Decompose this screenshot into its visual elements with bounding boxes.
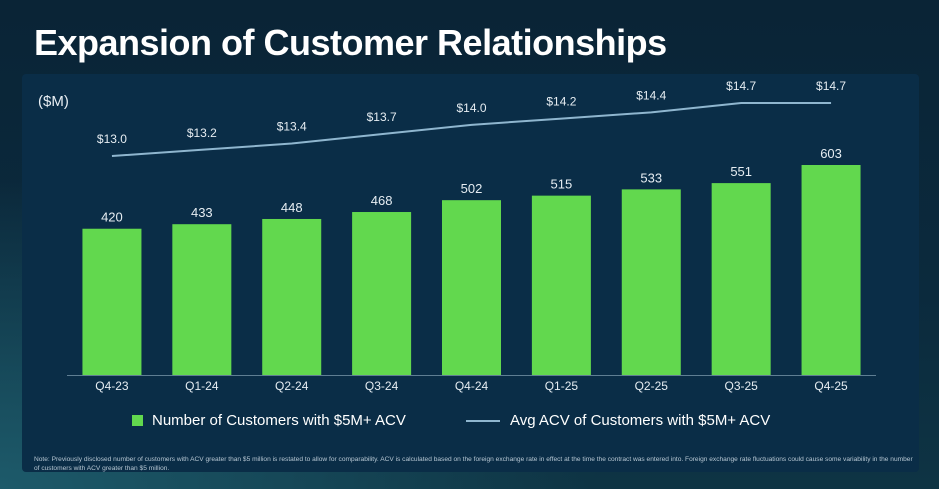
line-data-label: $14.7 [726, 79, 756, 93]
line-data-label: $14.4 [636, 88, 666, 102]
bar [621, 189, 681, 375]
bar [82, 228, 142, 375]
x-tick-label: Q1-25 [545, 379, 579, 393]
bar-data-label: 502 [461, 181, 483, 196]
bar-data-label: 515 [551, 177, 573, 192]
legend-item-line: Avg ACV of Customers with $5M+ ACV [466, 412, 770, 429]
bar [801, 165, 861, 375]
x-tick-label: Q4-23 [95, 379, 129, 393]
legend-label-bars: Number of Customers with $5M+ ACV [152, 412, 406, 429]
x-tick-label: Q1-24 [185, 379, 219, 393]
bar [262, 218, 322, 375]
avg-acv-line [111, 102, 832, 157]
x-tick-label: Q2-24 [275, 379, 309, 393]
bar-data-label: 551 [730, 164, 752, 179]
legend: Number of Customers with $5M+ ACV Avg AC… [0, 412, 939, 432]
bar [531, 195, 591, 375]
bar-data-label: 533 [640, 170, 662, 185]
bar-data-label: 603 [820, 146, 842, 161]
bar [172, 224, 232, 375]
x-tick-label: Q4-25 [814, 379, 848, 393]
line-data-label: $13.7 [367, 110, 397, 124]
line-data-label: $14.7 [816, 79, 846, 93]
x-tick-label: Q3-24 [365, 379, 399, 393]
bar [711, 183, 771, 375]
unit-label: ($M) [38, 93, 69, 110]
legend-item-bars: Number of Customers with $5M+ ACV [132, 412, 406, 429]
legend-swatch-line [466, 419, 500, 422]
bar [352, 212, 412, 375]
line-data-label: $14.0 [456, 101, 486, 115]
bar-data-label: 420 [101, 210, 123, 225]
line-data-label: $13.0 [97, 132, 127, 146]
line-data-label: $13.4 [277, 120, 307, 134]
legend-label-line: Avg ACV of Customers with $5M+ ACV [510, 412, 771, 429]
bar-data-label: 448 [281, 200, 303, 215]
x-tick-label: Q2-25 [635, 379, 669, 393]
page-title: Expansion of Customer Relationships [34, 22, 667, 63]
x-tick-label: Q4-24 [455, 379, 489, 393]
footnote: Note: Previously disclosed number of cus… [34, 456, 913, 472]
x-tick-label: Q3-25 [724, 379, 758, 393]
bar [442, 200, 501, 375]
bar-data-label: 433 [191, 205, 213, 220]
bar-data-label: 468 [371, 193, 393, 208]
legend-swatch-bars [132, 415, 143, 426]
line-data-label: $14.2 [546, 95, 576, 109]
line-data-label: $13.2 [187, 126, 217, 140]
